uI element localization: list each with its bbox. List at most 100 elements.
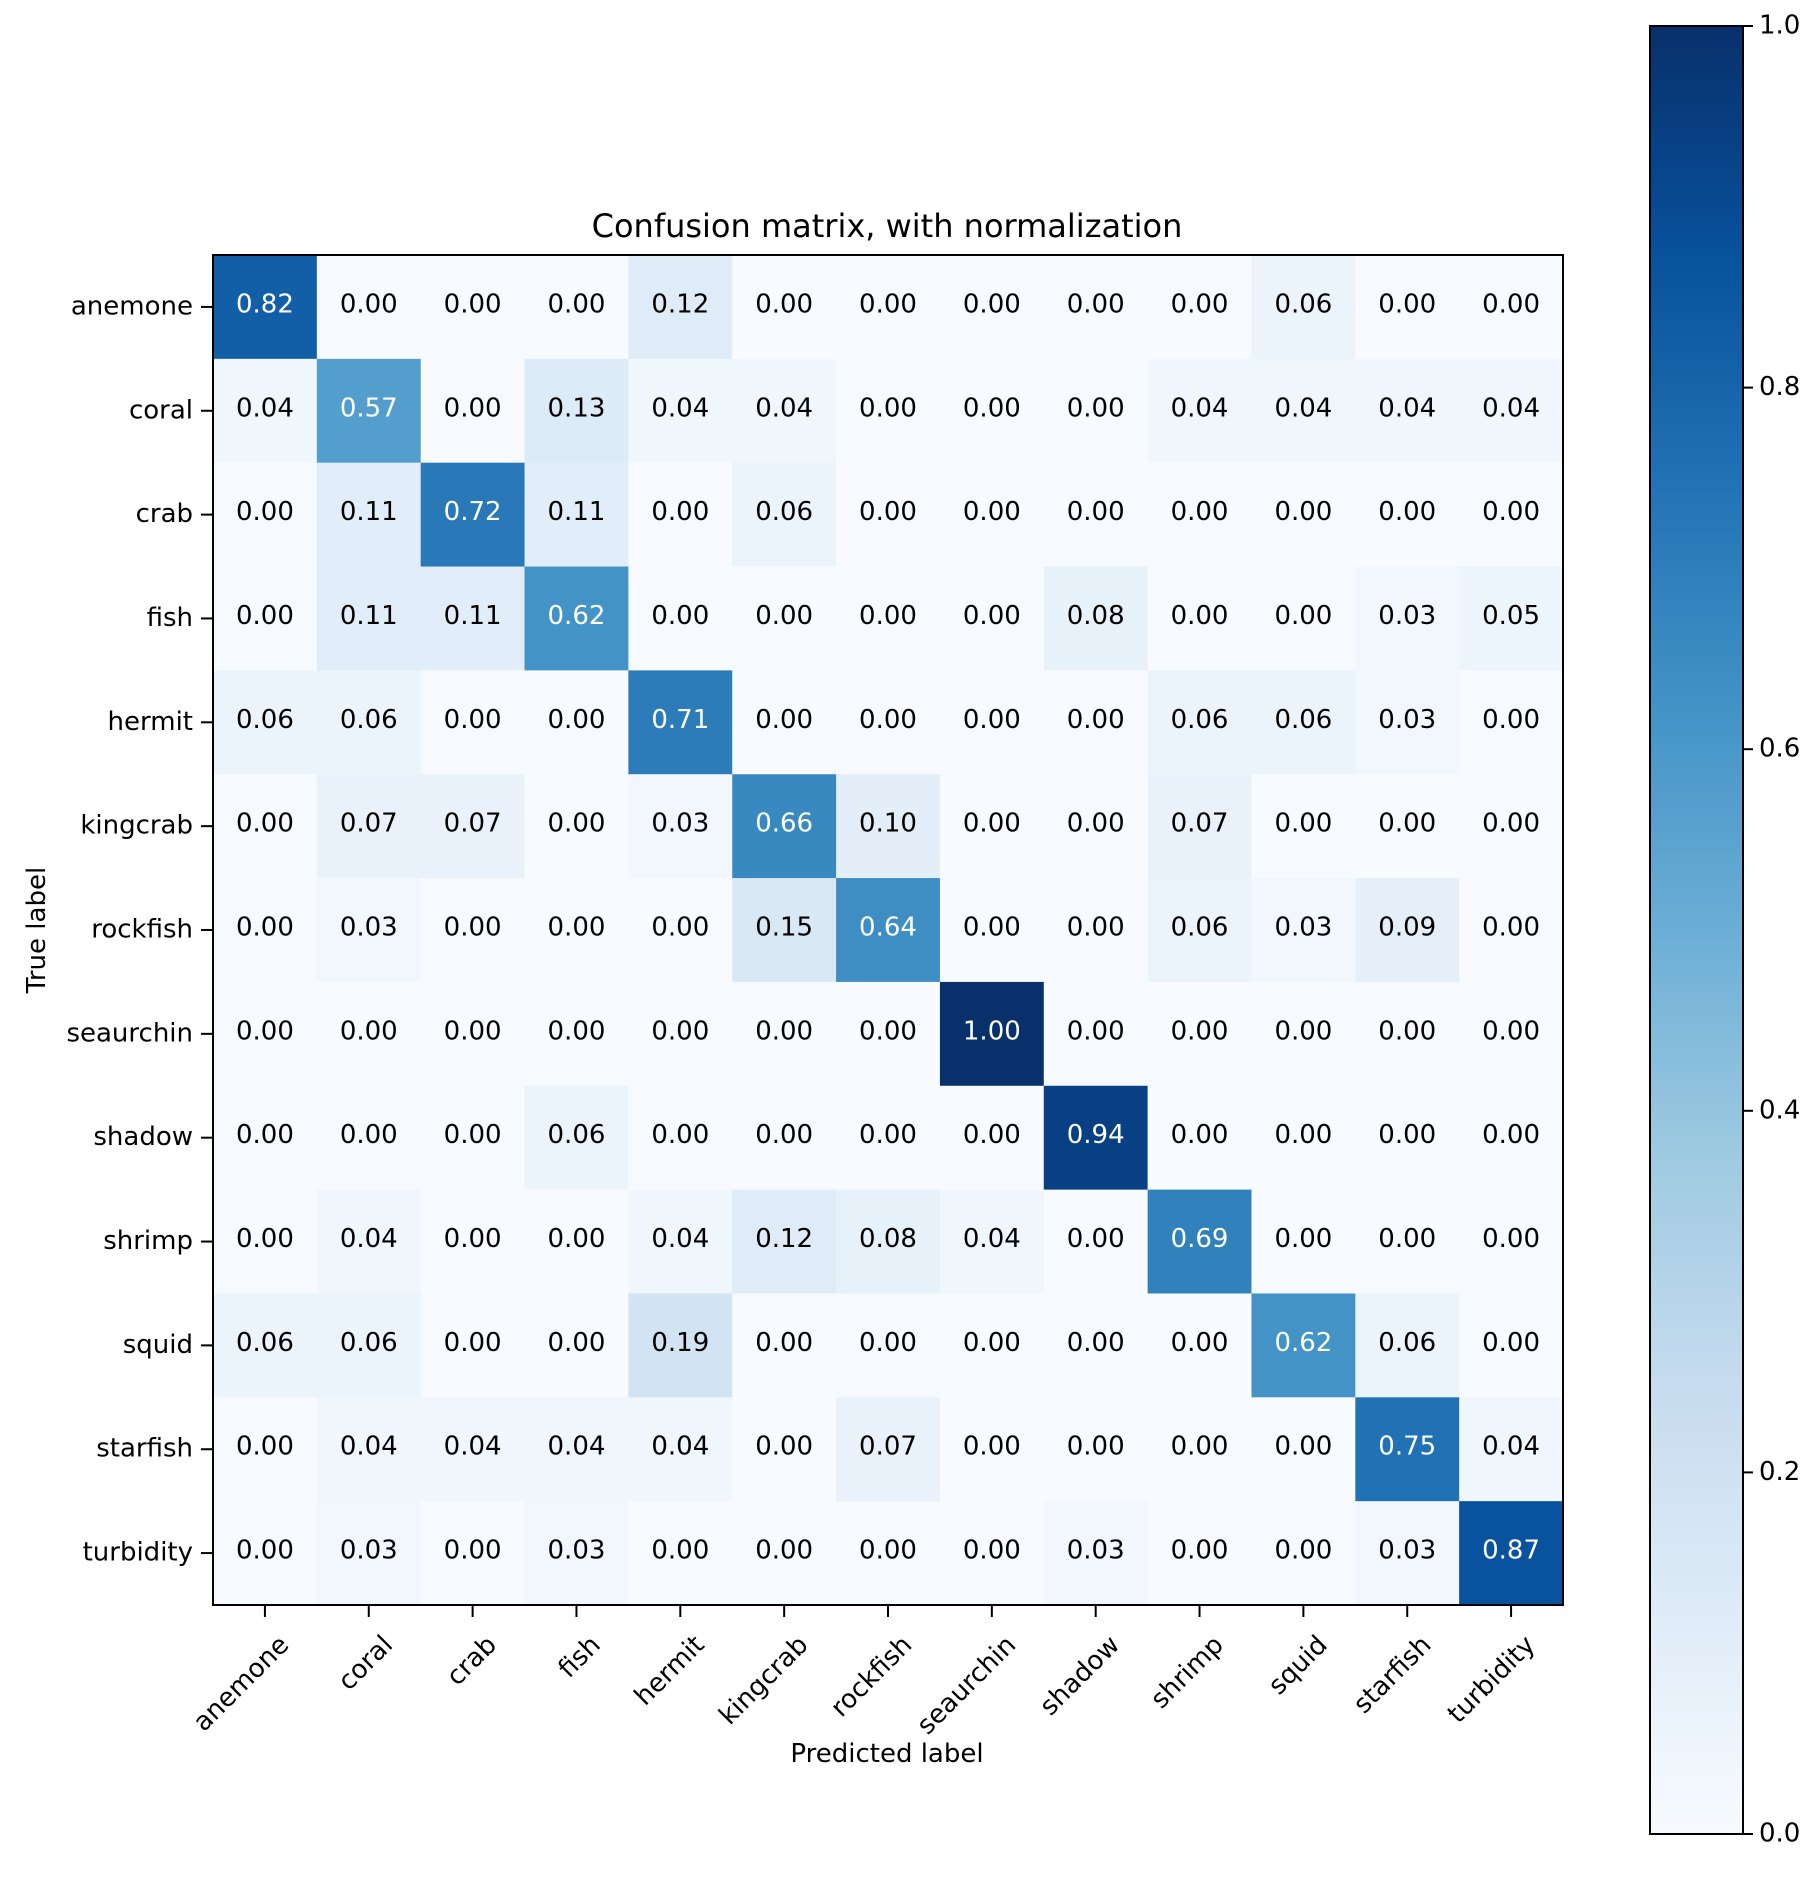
cell-value-label: 0.00 bbox=[1067, 289, 1125, 319]
heatmap-cell bbox=[836, 1397, 941, 1502]
cell-value-label: 0.06 bbox=[1171, 705, 1229, 735]
heatmap-cell bbox=[939, 255, 1045, 360]
cell-value-label: 0.00 bbox=[236, 601, 294, 631]
heatmap-cell bbox=[1043, 670, 1149, 775]
heatmap-cell bbox=[1251, 1085, 1356, 1191]
heatmap-cell bbox=[732, 1501, 837, 1606]
heatmap-cell bbox=[316, 1085, 422, 1191]
cell-value-label: 0.19 bbox=[651, 1328, 709, 1358]
heatmap-cell bbox=[1043, 1293, 1149, 1398]
cell-value-label: 0.00 bbox=[859, 1536, 917, 1566]
y-tick-label: starfish bbox=[96, 1434, 193, 1464]
heatmap-cell bbox=[732, 566, 837, 671]
cell-value-label: 0.00 bbox=[651, 601, 709, 631]
cell-value-label: 0.00 bbox=[1067, 1432, 1125, 1462]
heatmap-cell bbox=[1355, 566, 1460, 671]
heatmap-cell bbox=[732, 1397, 837, 1502]
heatmap-cell bbox=[524, 1189, 629, 1295]
heatmap-cell bbox=[1251, 1189, 1356, 1295]
heatmap-cell bbox=[1043, 255, 1149, 360]
heatmap-cell bbox=[939, 1189, 1045, 1295]
heatmap-cell bbox=[836, 1293, 941, 1398]
cell-value-label: 0.00 bbox=[755, 601, 813, 631]
cell-value-label: 0.00 bbox=[963, 289, 1021, 319]
heatmap-cell bbox=[939, 566, 1045, 671]
cell-value-label: 0.04 bbox=[651, 1432, 709, 1462]
cell-value-label: 0.82 bbox=[236, 289, 294, 319]
cell-value-label: 0.00 bbox=[963, 913, 1021, 943]
cell-value-label: 0.00 bbox=[444, 913, 502, 943]
heatmap-cell bbox=[836, 462, 941, 568]
cell-value-label: 0.00 bbox=[1067, 913, 1125, 943]
cell-value-label: 0.10 bbox=[859, 809, 917, 839]
cell-value-label: 0.00 bbox=[1171, 497, 1229, 527]
colorbar-tick-label: 0.6 bbox=[1759, 734, 1800, 764]
cell-value-label: 0.66 bbox=[755, 809, 813, 839]
heatmap-cell bbox=[1043, 462, 1149, 568]
y-tick-label: crab bbox=[136, 499, 193, 529]
cell-value-label: 0.07 bbox=[859, 1432, 917, 1462]
heatmap-cell bbox=[1043, 358, 1149, 464]
heatmap-cell bbox=[628, 1293, 733, 1398]
cell-value-label: 0.00 bbox=[236, 809, 294, 839]
heatmap-cell bbox=[420, 981, 526, 1087]
heatmap-cell bbox=[1147, 1085, 1253, 1191]
heatmap-cell bbox=[939, 358, 1045, 464]
cell-value-label: 0.00 bbox=[1067, 1224, 1125, 1254]
heatmap-cell-labels: 0.82 0.00 0.00 0.00 0.12 0.00 0.00 0.00 0.00 0.00… bbox=[236, 289, 1540, 1565]
y-tick-label: seaurchin bbox=[66, 1018, 193, 1048]
heatmap-cell bbox=[1043, 1501, 1149, 1606]
heatmap-cell bbox=[1251, 255, 1356, 360]
cell-value-label: 0.15 bbox=[755, 913, 813, 943]
cell-value-label: 0.00 bbox=[859, 1328, 917, 1358]
heatmap-cell bbox=[628, 1085, 733, 1191]
cell-value-label: 0.06 bbox=[548, 1120, 606, 1150]
heatmap-cell bbox=[939, 462, 1045, 568]
heatmap-cell bbox=[524, 255, 629, 360]
heatmap-cell bbox=[524, 981, 629, 1087]
heatmap-cell bbox=[1355, 1293, 1460, 1398]
cell-value-label: 0.00 bbox=[1482, 1120, 1540, 1150]
heatmap-cell bbox=[1459, 462, 1564, 568]
cell-value-label: 0.00 bbox=[444, 1224, 502, 1254]
heatmap-cell bbox=[836, 670, 941, 775]
heatmap-cell bbox=[732, 358, 837, 464]
cell-value-label: 0.00 bbox=[1482, 1224, 1540, 1254]
cell-value-label: 0.05 bbox=[1482, 601, 1540, 631]
y-axis-ticks: anemone coral crab fish hermit kingcrab rockfi… bbox=[66, 291, 213, 1568]
cell-value-label: 0.00 bbox=[963, 1120, 1021, 1150]
heatmap-cell bbox=[420, 1293, 526, 1398]
cell-value-label: 0.04 bbox=[340, 1224, 398, 1254]
y-tick-label: shadow bbox=[93, 1122, 193, 1152]
heatmap-cell bbox=[628, 1501, 733, 1606]
cell-value-label: 1.00 bbox=[963, 1016, 1021, 1046]
heatmap-cell bbox=[1459, 1189, 1564, 1295]
cell-value-label: 0.13 bbox=[548, 393, 606, 423]
cell-value-label: 0.00 bbox=[755, 1016, 813, 1046]
cell-value-label: 0.12 bbox=[651, 289, 709, 319]
heatmap-cell bbox=[420, 774, 526, 879]
cell-value-label: 0.00 bbox=[1482, 913, 1540, 943]
colorbar-tick-label: 0.4 bbox=[1759, 1095, 1800, 1125]
heatmap-cell bbox=[524, 1293, 629, 1398]
heatmap-cell bbox=[316, 1293, 422, 1398]
cell-value-label: 0.11 bbox=[340, 497, 398, 527]
cell-value-label: 0.00 bbox=[548, 289, 606, 319]
heatmap-cell bbox=[628, 774, 733, 879]
cell-value-label: 0.00 bbox=[444, 705, 502, 735]
cell-value-label: 0.07 bbox=[340, 809, 398, 839]
heatmap-cell bbox=[732, 1189, 837, 1295]
cell-value-label: 0.00 bbox=[859, 1016, 917, 1046]
heatmap-cell bbox=[213, 358, 318, 464]
y-tick-label: coral bbox=[129, 395, 193, 425]
heatmap-cell bbox=[1355, 255, 1460, 360]
cell-value-label: 0.62 bbox=[1274, 1328, 1332, 1358]
heatmap-cell bbox=[213, 566, 318, 671]
heatmap-cell bbox=[732, 878, 837, 983]
cell-value-label: 0.03 bbox=[1378, 1536, 1436, 1566]
cell-value-label: 0.04 bbox=[548, 1432, 606, 1462]
cell-value-label: 0.06 bbox=[755, 497, 813, 527]
cell-value-label: 0.00 bbox=[1378, 1016, 1436, 1046]
cell-value-label: 0.03 bbox=[1067, 1536, 1125, 1566]
heatmap-cell bbox=[316, 255, 422, 360]
